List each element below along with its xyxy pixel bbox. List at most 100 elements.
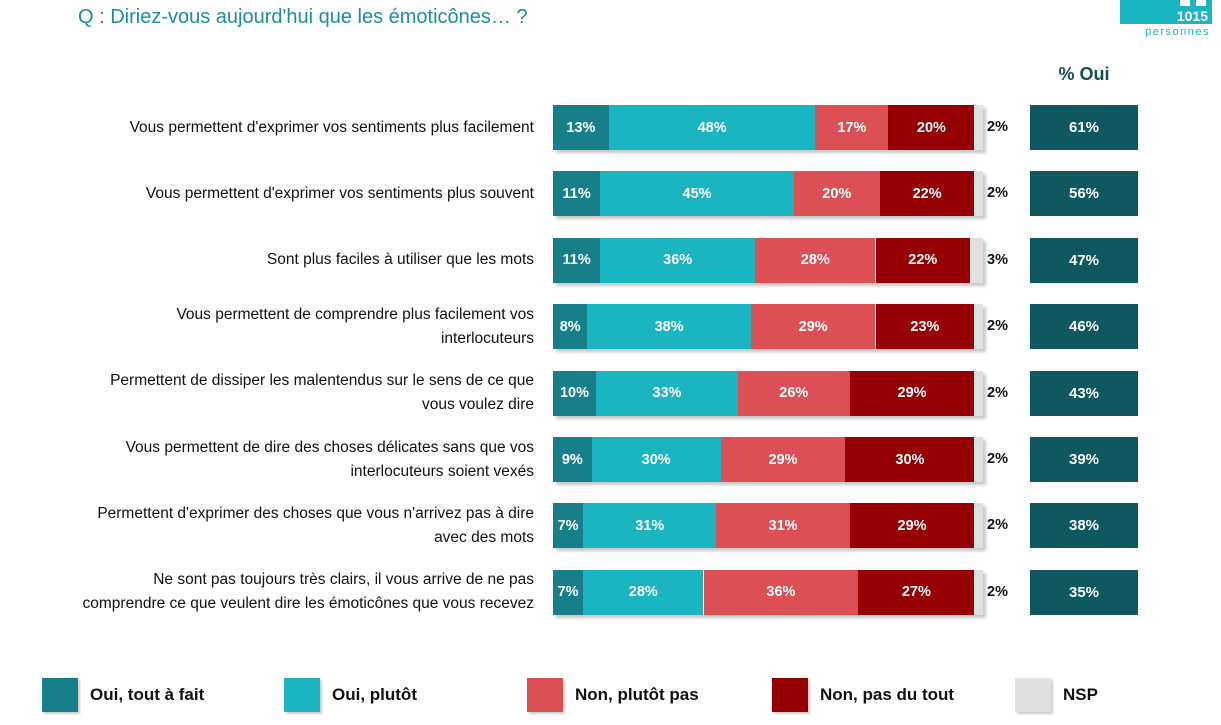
bar-segment-oui-tout-a-fait: 9% (553, 437, 592, 482)
bar-segment-non-pas-du-tout: 29% (849, 370, 975, 416)
row-label-line: avec des mots (434, 528, 534, 546)
row-label: Vous permettent d'exprimer vos sentiment… (0, 182, 534, 206)
oui-total-value: 46% (1030, 304, 1138, 350)
oui-total-value: 47% (1030, 237, 1138, 283)
nsp-value: 2% (987, 119, 1008, 135)
row-label: Vous permettent d'exprimer vos sentiment… (0, 116, 534, 140)
bar-segment-nsp (974, 171, 983, 217)
bar-segment-oui-tout-a-fait: 7% (553, 569, 584, 615)
bar-segment-non-pas-du-tout: 22% (875, 237, 971, 283)
stacked-bar: 11% 36% 28% 22% (553, 237, 983, 283)
stacked-bar: 8% 38% 29% 23% (553, 304, 983, 350)
row-label-line: Vous permettent de comprendre plus facil… (176, 305, 534, 323)
row-label-line: interlocuteurs soient vexés (350, 462, 534, 480)
oui-total-value: 43% (1030, 370, 1138, 416)
stacked-bar: 7% 31% 31% 29% (553, 503, 983, 549)
bar-segment-non-pas-du-tout: 20% (888, 105, 975, 150)
bar-segment-oui-plutot: 31% (583, 503, 717, 549)
bar-segment-non-plutot-pas: 29% (720, 437, 846, 482)
bar-segment-nsp (974, 437, 983, 482)
oui-total-value: 56% (1030, 171, 1138, 217)
bar-segment-non-plutot-pas: 20% (793, 171, 880, 217)
bar-segment-oui-tout-a-fait: 7% (553, 503, 584, 549)
bar-segment-non-plutot-pas: 36% (703, 569, 859, 615)
bar-segment-oui-tout-a-fait: 8% (553, 304, 588, 350)
row-label-line: comprendre ce que veulent dire les émoti… (82, 595, 534, 613)
bar-segment-nsp (970, 237, 983, 283)
nsp-value: 2% (987, 318, 1008, 335)
row-label: Permettent d'exprimer des choses que vou… (0, 502, 534, 550)
oui-total-value: 39% (1030, 437, 1138, 482)
row-label-line: Vous permettent de dire des choses délic… (125, 438, 534, 456)
stacked-bar: 11% 45% 20% 22% (553, 171, 983, 217)
bar-segment-oui-plutot: 30% (591, 437, 721, 482)
stacked-bar: 7% 28% 36% 27% (553, 569, 983, 615)
row-label: Vous permettent de dire des choses délic… (0, 436, 534, 484)
nsp-value: 2% (987, 451, 1008, 467)
oui-total-value: 35% (1030, 569, 1138, 615)
legend-label: Non, pas du tout (820, 685, 955, 704)
bar-segment-non-plutot-pas: 17% (815, 105, 889, 150)
bar-segment-non-plutot-pas: 28% (755, 237, 876, 283)
bar-segment-oui-plutot: 28% (583, 569, 704, 615)
bar-segment-oui-plutot: 33% (596, 370, 738, 416)
people-icon: 1015 (1120, 0, 1212, 24)
stacked-bar: 10% 33% 26% 29% (553, 370, 983, 416)
legend-label: Oui, plutôt (332, 685, 417, 704)
sample-label: personnes (1145, 26, 1210, 38)
sample-size-badge: 1015 personnes (1120, 0, 1212, 40)
legend-label: NSP (1063, 685, 1098, 704)
row-label-line: vous voulez dire (421, 396, 534, 414)
legend-label: Oui, tout à fait (90, 685, 205, 704)
legend-swatch (772, 678, 808, 712)
bar-segment-non-plutot-pas: 26% (737, 370, 850, 416)
row-label: Vous permettent de comprendre plus facil… (0, 303, 534, 351)
legend-swatch (1015, 678, 1051, 712)
bar-segment-non-pas-du-tout: 27% (858, 569, 975, 615)
bar-segment-non-plutot-pas: 29% (750, 304, 876, 350)
bar-segment-nsp (974, 370, 983, 416)
legend-swatch (527, 678, 563, 712)
oui-column-header: % Oui (1058, 64, 1110, 84)
bar-segment-oui-plutot: 38% (587, 304, 751, 350)
bar-segment-non-pas-du-tout: 30% (845, 437, 975, 482)
bar-segment-non-plutot-pas: 31% (716, 503, 850, 549)
row-label-line: Ne sont pas toujours très clairs, il vou… (153, 571, 534, 589)
legend-label: Non, plutôt pas (575, 685, 699, 704)
bar-segment-nsp (974, 105, 983, 150)
nsp-value: 2% (987, 583, 1008, 600)
stacked-bar: 13% 48% 17% 20% (553, 105, 983, 150)
bar-segment-nsp (974, 503, 983, 549)
stacked-bar: 9% 30% 29% 30% (553, 437, 983, 482)
row-label-line: Permettent de dissiper les malentendus s… (110, 372, 534, 390)
bar-segment-oui-plutot: 45% (600, 171, 794, 217)
bar-segment-non-pas-du-tout: 23% (875, 304, 975, 350)
oui-total-value: 38% (1030, 503, 1138, 549)
bar-segment-nsp (974, 304, 983, 350)
bar-segment-oui-plutot: 36% (600, 237, 756, 283)
row-label: Ne sont pas toujours très clairs, il vou… (0, 568, 534, 616)
oui-total-value: 61% (1030, 105, 1138, 150)
row-label-line: Sont plus faciles à utiliser que les mot… (266, 251, 534, 269)
bar-segment-oui-tout-a-fait: 13% (553, 105, 609, 150)
bar-segment-oui-tout-a-fait: 11% (553, 237, 601, 283)
nsp-value: 2% (987, 517, 1008, 534)
legend-swatch (284, 678, 320, 712)
legend-swatch (42, 678, 78, 712)
row-label-line: interlocuteurs (440, 329, 534, 347)
bar-segment-oui-tout-a-fait: 10% (553, 370, 596, 416)
row-label-line: Permettent d'exprimer des choses que vou… (97, 504, 534, 522)
row-label: Sont plus faciles à utiliser que les mot… (0, 248, 534, 272)
row-label-line: Vous permettent d'exprimer vos sentiment… (129, 118, 534, 136)
question-title: Q : Diriez-vous aujourd'hui que les émot… (78, 6, 528, 28)
nsp-value: 2% (987, 384, 1008, 401)
sample-count: 1015 (1176, 8, 1208, 24)
row-label-line: Vous permettent d'exprimer vos sentiment… (145, 184, 534, 202)
bar-segment-non-pas-du-tout: 29% (849, 503, 975, 549)
row-label: Permettent de dissiper les malentendus s… (0, 369, 534, 417)
bar-segment-oui-tout-a-fait: 11% (553, 171, 601, 217)
bar-segment-non-pas-du-tout: 22% (879, 171, 975, 217)
bar-segment-nsp (974, 569, 983, 615)
nsp-value: 3% (987, 251, 1008, 268)
nsp-value: 2% (987, 185, 1008, 202)
